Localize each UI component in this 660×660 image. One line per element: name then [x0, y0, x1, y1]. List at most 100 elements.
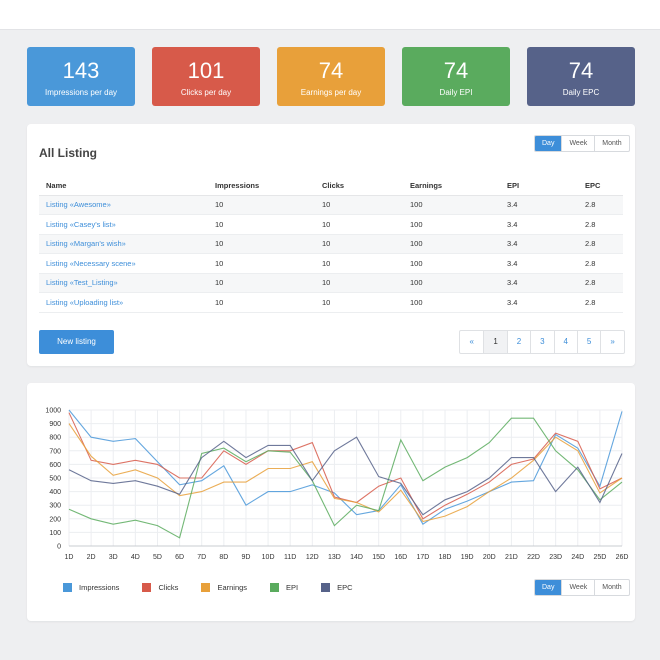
x-tick-label: 2D: [87, 554, 96, 561]
period-month-button[interactable]: Month: [594, 136, 628, 151]
pagination-page-1[interactable]: 1: [483, 331, 507, 353]
pagination-page-5[interactable]: 5: [576, 331, 600, 353]
listing-table: Name Impressions Clicks Earnings EPI EPC…: [39, 176, 623, 313]
legend-swatch: [201, 583, 211, 592]
cell-earnings: 100: [410, 234, 507, 254]
stat-value: 143: [62, 58, 100, 83]
y-tick-label: 400: [49, 489, 61, 496]
chart-period-month-button[interactable]: Month: [594, 580, 628, 595]
pagination-page-2[interactable]: 2: [506, 331, 530, 353]
chart-card: 0 100 200 300 400 500 600 700 800 900 1000 1D 2D 3D 4D…: [27, 383, 635, 621]
period-week-button[interactable]: Week: [561, 136, 594, 151]
cell-epi: 3.4: [507, 214, 585, 235]
y-tick-label: 900: [49, 421, 61, 428]
period-day-button[interactable]: Day: [535, 136, 562, 151]
top-bar: [0, 0, 660, 30]
cell-epc: 2.8: [585, 253, 623, 274]
listing-name-link[interactable]: Listing «Uploading list»: [39, 292, 215, 313]
y-tick-label: 700: [49, 448, 61, 455]
pagination-prev-button[interactable]: «: [469, 337, 474, 346]
legend-item: EPI: [270, 583, 298, 592]
series-line-epc: [68, 436, 623, 516]
x-tick-label: 14D: [350, 554, 363, 561]
column-header-impressions: Impressions: [215, 176, 322, 196]
stat-impressions: 143 Impressions per day: [27, 47, 135, 106]
chart-period-day-button[interactable]: Day: [535, 580, 562, 595]
x-tick-label: 21D: [505, 554, 518, 561]
x-tick-label: 25D: [593, 554, 606, 561]
cell-epi: 3.4: [507, 253, 585, 274]
column-header-epc: EPC: [585, 176, 623, 196]
cell-impressions: 10: [215, 214, 322, 235]
listing-name-link[interactable]: Listing «Awesome»: [39, 195, 215, 215]
x-tick-label: 8D: [219, 554, 228, 561]
y-tick-label: 0: [57, 544, 61, 551]
stat-earnings: 74 Earnings per day: [277, 47, 385, 106]
stat-value: 101: [187, 58, 225, 83]
cell-earnings: 100: [410, 195, 507, 215]
cell-epc: 2.8: [585, 273, 623, 293]
x-tick-label: 15D: [372, 554, 385, 561]
pagination-next-button[interactable]: »: [600, 331, 623, 353]
x-tick-label: 4D: [131, 554, 140, 561]
listing-card: All Listing Day Week Month Name Impressi…: [27, 124, 635, 366]
x-tick-label: 1D: [65, 554, 74, 561]
chart-period-week-button[interactable]: Week: [561, 580, 594, 595]
cell-impressions: 10: [215, 195, 322, 215]
legend-swatch: [270, 583, 280, 592]
x-tick-label: 5D: [153, 554, 162, 561]
y-tick-label: 500: [49, 476, 61, 483]
cell-clicks: 10: [322, 195, 410, 215]
cell-impressions: 10: [215, 234, 322, 254]
x-tick-label: 17D: [416, 554, 429, 561]
x-tick-label: 7D: [197, 554, 206, 561]
stat-value: 74: [568, 58, 594, 83]
cell-earnings: 100: [410, 214, 507, 235]
legend-label: EPI: [286, 583, 299, 592]
cell-clicks: 10: [322, 253, 410, 274]
cell-earnings: 100: [410, 292, 507, 313]
x-tick-label: 19D: [461, 554, 474, 561]
chart-legend: Impressions Clicks Earnings EPI EPC: [63, 583, 376, 592]
stat-label: Clicks per day: [180, 88, 232, 97]
x-tick-label: 13D: [328, 554, 341, 561]
pagination-page-4[interactable]: 4: [553, 331, 577, 353]
x-tick-label: 11D: [284, 554, 296, 561]
table-row: Listing «Test_Listing» 10 10 100 3.4 2.8: [39, 273, 623, 293]
stat-clicks: 101 Clicks per day: [152, 47, 260, 106]
y-tick-label: 100: [49, 530, 61, 537]
stat-label: Daily EPI: [439, 88, 473, 97]
legend-label: Clicks: [158, 583, 179, 592]
x-tick-label: 23D: [549, 554, 562, 561]
cell-impressions: 10: [215, 292, 322, 313]
series-line-earnings: [68, 423, 623, 523]
x-tick-label: 22D: [527, 554, 540, 561]
new-listing-button[interactable]: New listing: [39, 330, 114, 354]
cell-clicks: 10: [322, 234, 410, 254]
table-row: Listing «Uploading list» 10 10 100 3.4 2…: [39, 292, 623, 313]
x-tick-label: 20D: [483, 554, 496, 561]
column-header-earnings: Earnings: [410, 176, 507, 196]
listing-name-link[interactable]: Listing «Necessary scene»: [39, 253, 215, 274]
chart-period-toggle: Day Week Month: [534, 579, 630, 596]
table-row: Listing «Necessary scene» 10 10 100 3.4 …: [39, 253, 623, 274]
legend-item: Impressions: [63, 583, 119, 592]
pagination-page-3[interactable]: 3: [530, 331, 553, 353]
cell-epc: 2.8: [585, 214, 623, 235]
column-header-name: Name: [39, 176, 215, 196]
y-tick-label: 1000: [45, 408, 61, 415]
y-tick-label: 800: [49, 435, 61, 442]
x-tick-label: 3D: [109, 554, 118, 561]
table-row: Listing «Awesome» 10 10 100 3.4 2.8: [39, 195, 623, 215]
legend-item: EPC: [321, 583, 353, 592]
listing-name-link[interactable]: Listing «Casey's list»: [39, 214, 215, 235]
legend-label: Impressions: [79, 583, 120, 592]
legend-swatch: [63, 583, 72, 592]
stat-epi: 74 Daily EPI: [402, 47, 510, 106]
cell-epi: 3.4: [507, 234, 585, 254]
table-header-row: Name Impressions Clicks Earnings EPI EPC: [39, 176, 623, 196]
series-line-clicks: [68, 412, 623, 520]
listing-name-link[interactable]: Listing «Margan's wish»: [39, 234, 215, 254]
listing-name-link[interactable]: Listing «Test_Listing»: [39, 273, 215, 293]
legend-swatch: [321, 583, 331, 592]
